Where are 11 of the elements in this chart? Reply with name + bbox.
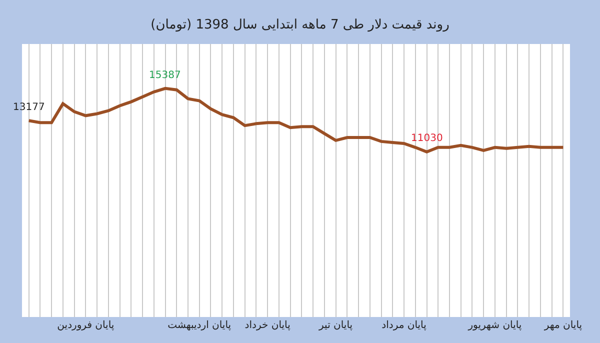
data-label: 15387 [149,70,181,81]
x-tick-label: پایان اردیبهشت [168,320,232,331]
x-tick-label: پایان فروردین [57,320,114,331]
chart-title: روند قیمت دلار طی 7 ماهه ابتدایی سال 1398 (تومان) [150,18,450,33]
x-tick-label: پایان خرداد [244,320,291,331]
x-tick-label: پایان تیر [318,320,353,331]
x-tick-label: پایان مهر [543,320,582,331]
x-tick-label: پایان شهریور [467,320,522,331]
x-tick-label: پایان مرداد [382,320,427,331]
data-label: 11030 [411,133,443,144]
data-label: 13177 [13,102,45,113]
